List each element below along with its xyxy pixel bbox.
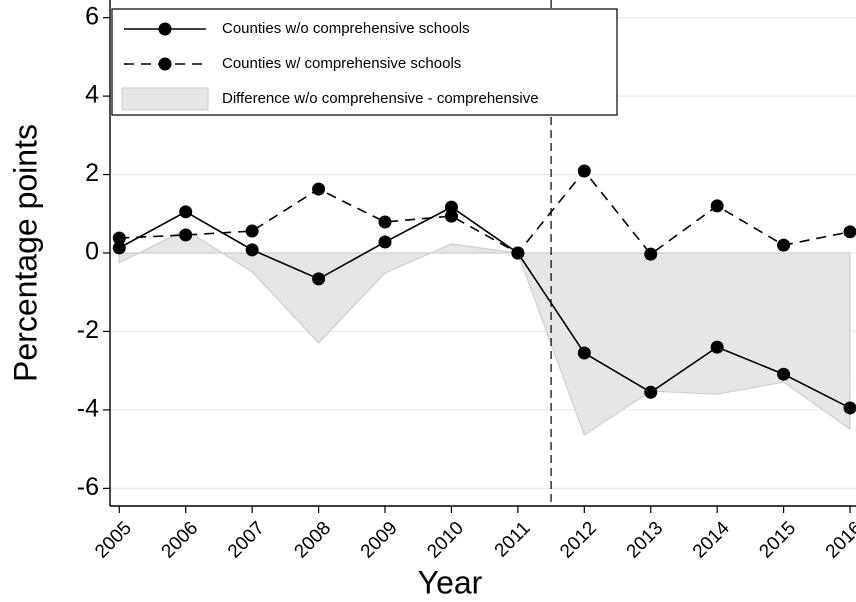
marker [378, 235, 392, 249]
x-tick-label: 2016 [822, 518, 856, 563]
x-tick-label: 2013 [623, 518, 668, 563]
x-tick-label: 2011 [491, 518, 535, 562]
marker [710, 199, 724, 213]
y-axis-title: Percentage points [7, 124, 43, 382]
x-tick-label: 2010 [423, 518, 468, 563]
marker [112, 231, 126, 245]
x-tick-label: 2015 [755, 518, 800, 563]
marker [112, 241, 126, 255]
marker [777, 367, 791, 381]
y-tick-label: -6 [77, 473, 99, 501]
x-tick-label: 2007 [224, 518, 269, 563]
marker [577, 164, 591, 178]
x-axis-title: Year [418, 564, 483, 600]
marker [710, 340, 724, 354]
x-tick-label: 2005 [91, 518, 136, 563]
x-tick-label: 2008 [290, 518, 335, 563]
marker [245, 243, 259, 257]
y-tick-label: 6 [85, 2, 99, 30]
legend-marker [158, 57, 172, 71]
marker [644, 247, 658, 261]
y-tick-label: -4 [77, 395, 99, 423]
x-tick-label: 2012 [556, 518, 601, 563]
marker [179, 228, 193, 242]
marker [444, 209, 458, 223]
y-tick-label: 4 [85, 81, 99, 109]
legend-label: Difference w/o comprehensive - comprehen… [222, 90, 539, 107]
legend-label: Counties w/o comprehensive schools [222, 20, 470, 37]
marker [245, 224, 259, 238]
marker [312, 272, 326, 286]
marker [577, 346, 591, 360]
legend-label: Counties w/ comprehensive schools [222, 55, 461, 72]
legend-swatch [121, 87, 209, 111]
marker [843, 401, 856, 415]
marker [312, 182, 326, 196]
difference-area [118, 229, 851, 436]
marker [777, 238, 791, 252]
legend-marker [158, 22, 172, 36]
series-line [119, 169, 851, 256]
series-line [118, 206, 851, 409]
marker [644, 385, 658, 399]
marker [511, 246, 525, 260]
y-tick-label: 0 [85, 238, 99, 266]
legend: Counties w/o comprehensive schools Counti… [111, 8, 618, 116]
x-tick-label: 2014 [689, 517, 734, 562]
marker [843, 225, 856, 239]
marker [378, 215, 392, 229]
x-tick-label: 2006 [158, 518, 203, 563]
y-tick-label: -2 [77, 316, 99, 344]
marker [444, 200, 458, 214]
marker [179, 205, 193, 219]
x-tick-label: 2009 [357, 518, 402, 563]
y-tick-label: 2 [85, 159, 99, 187]
